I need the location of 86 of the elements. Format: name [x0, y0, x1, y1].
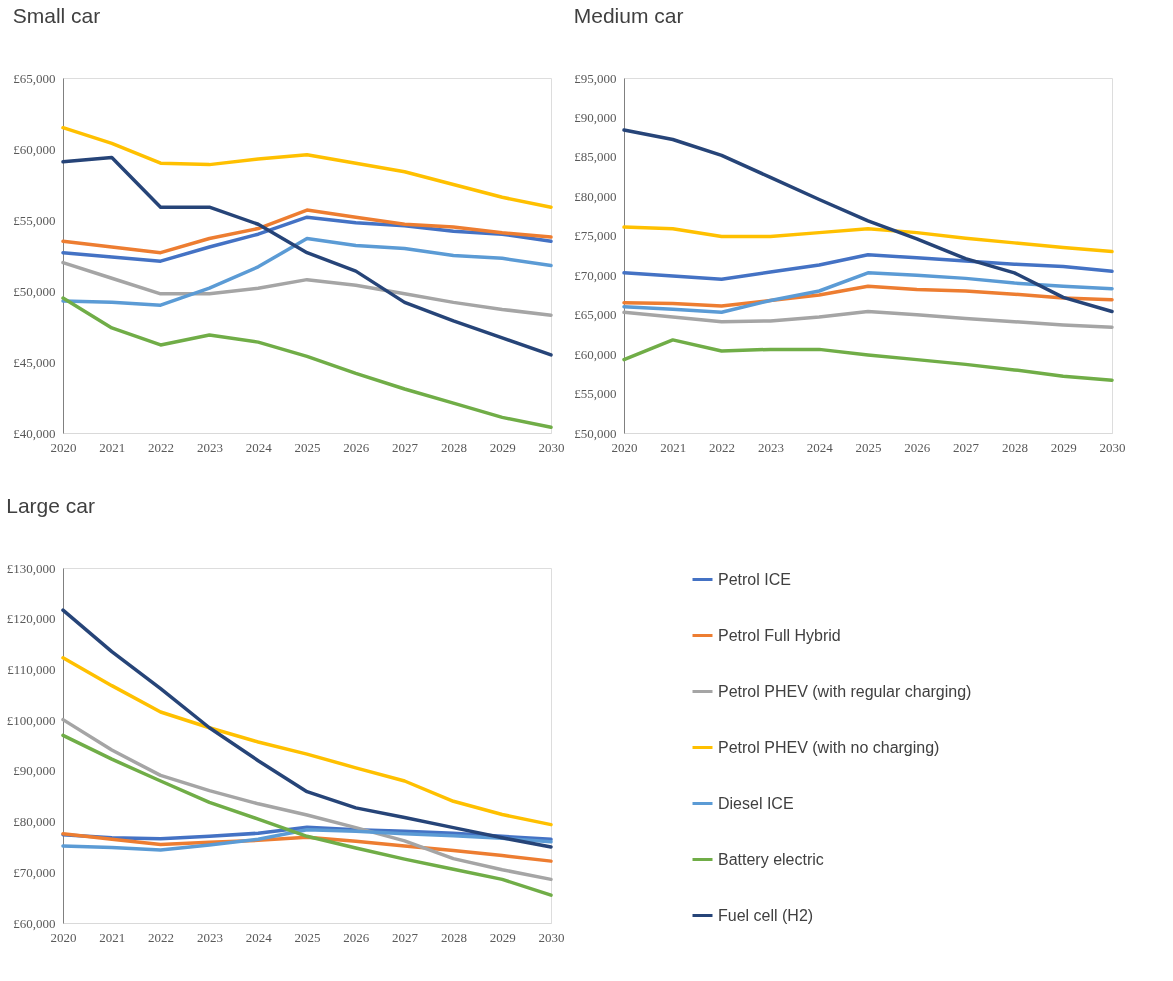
x-tick-label: 2030 — [1099, 439, 1126, 455]
y-tick-label: £65,000 — [574, 307, 617, 323]
y-tick-label: £60,000 — [574, 346, 617, 362]
y-tick-label: £80,000 — [13, 814, 56, 830]
legend-label: Petrol ICE — [718, 570, 791, 588]
y-tick-label: £95,000 — [574, 70, 617, 86]
x-tick-label: 2029 — [489, 439, 516, 455]
line-series — [61, 155, 553, 357]
x-tick-label: 2028 — [1001, 439, 1028, 455]
legend-label: Petrol PHEV (with no charging) — [718, 738, 940, 756]
y-tick-label: £50,000 — [13, 283, 56, 299]
x-tick-label: 2020 — [611, 439, 638, 455]
y-tick-label: £55,000 — [574, 386, 617, 402]
x-tick-label: 2026 — [343, 439, 370, 455]
x-tick-label: 2028 — [440, 439, 467, 455]
y-tick-label: £75,000 — [574, 228, 617, 244]
x-tick-label: 2026 — [343, 929, 370, 945]
line-series — [61, 236, 553, 307]
x-tick-label: 2024 — [245, 929, 273, 945]
x-tick-label: 2023 — [196, 439, 223, 455]
x-tick-label: 2020 — [50, 929, 77, 945]
line-series — [622, 128, 1114, 314]
y-tick-label: £45,000 — [13, 354, 56, 370]
line-series — [61, 717, 553, 882]
line-series — [61, 608, 553, 849]
chart-title: Small car — [12, 4, 101, 27]
y-tick-label: £60,000 — [13, 141, 56, 157]
y-tick-label: £80,000 — [574, 188, 617, 204]
x-tick-label: 2027 — [392, 929, 419, 945]
x-tick-label: 2022 — [709, 439, 736, 455]
line-series — [61, 215, 553, 263]
chart-title: Medium car — [573, 4, 684, 27]
legend-label: Petrol PHEV (with regular charging) — [718, 682, 972, 700]
y-tick-label: £85,000 — [574, 149, 617, 165]
x-tick-label: 2023 — [757, 439, 784, 455]
y-tick-label: £120,000 — [6, 611, 56, 627]
x-tick-label: 2027 — [953, 439, 980, 455]
line-series — [622, 252, 1114, 281]
chart-title: Large car — [6, 494, 95, 517]
x-tick-label: 2020 — [50, 439, 77, 455]
x-tick-label: 2026 — [904, 439, 931, 455]
line-series — [622, 309, 1114, 330]
y-tick-label: £40,000 — [13, 425, 56, 441]
legend-label: Battery electric — [718, 850, 824, 868]
y-tick-label: £90,000 — [13, 763, 56, 779]
legend-label: Fuel cell (H2) — [718, 906, 814, 924]
x-tick-label: 2030 — [538, 929, 565, 945]
x-tick-label: 2021 — [99, 439, 126, 455]
line-series — [622, 271, 1114, 315]
y-tick-label: £65,000 — [13, 70, 56, 86]
x-tick-label: 2021 — [99, 929, 126, 945]
x-tick-label: 2029 — [1050, 439, 1077, 455]
x-tick-label: 2024 — [245, 439, 273, 455]
legend-label: Petrol Full Hybrid — [718, 626, 841, 644]
y-tick-label: £90,000 — [574, 109, 617, 125]
y-tick-label: £100,000 — [6, 712, 56, 728]
line-series — [622, 284, 1114, 308]
x-tick-label: 2030 — [538, 439, 565, 455]
legend-label: Diesel ICE — [718, 794, 794, 812]
y-tick-label: £70,000 — [13, 864, 56, 880]
x-tick-label: 2025 — [294, 439, 321, 455]
line-series — [622, 225, 1114, 254]
x-tick-label: 2025 — [294, 929, 321, 945]
x-tick-label: 2022 — [148, 439, 175, 455]
x-tick-label: 2029 — [489, 929, 516, 945]
line-series — [61, 827, 553, 852]
line-series — [61, 260, 553, 317]
x-tick-label: 2028 — [440, 929, 467, 945]
line-series — [61, 296, 553, 430]
line-series — [61, 733, 553, 897]
x-tick-label: 2021 — [660, 439, 687, 455]
line-series — [61, 208, 553, 255]
x-tick-label: 2024 — [806, 439, 834, 455]
y-tick-label: £50,000 — [574, 425, 617, 441]
y-tick-label: £60,000 — [13, 915, 56, 931]
y-tick-label: £55,000 — [13, 212, 56, 228]
line-series — [61, 125, 553, 209]
y-tick-label: £110,000 — [7, 661, 56, 677]
line-series — [622, 338, 1114, 382]
y-tick-label: £130,000 — [6, 560, 56, 576]
x-tick-label: 2022 — [148, 929, 175, 945]
line-series — [61, 656, 553, 827]
x-tick-label: 2023 — [196, 929, 223, 945]
x-tick-label: 2025 — [855, 439, 882, 455]
y-tick-label: £70,000 — [574, 267, 617, 283]
x-tick-label: 2027 — [392, 439, 419, 455]
